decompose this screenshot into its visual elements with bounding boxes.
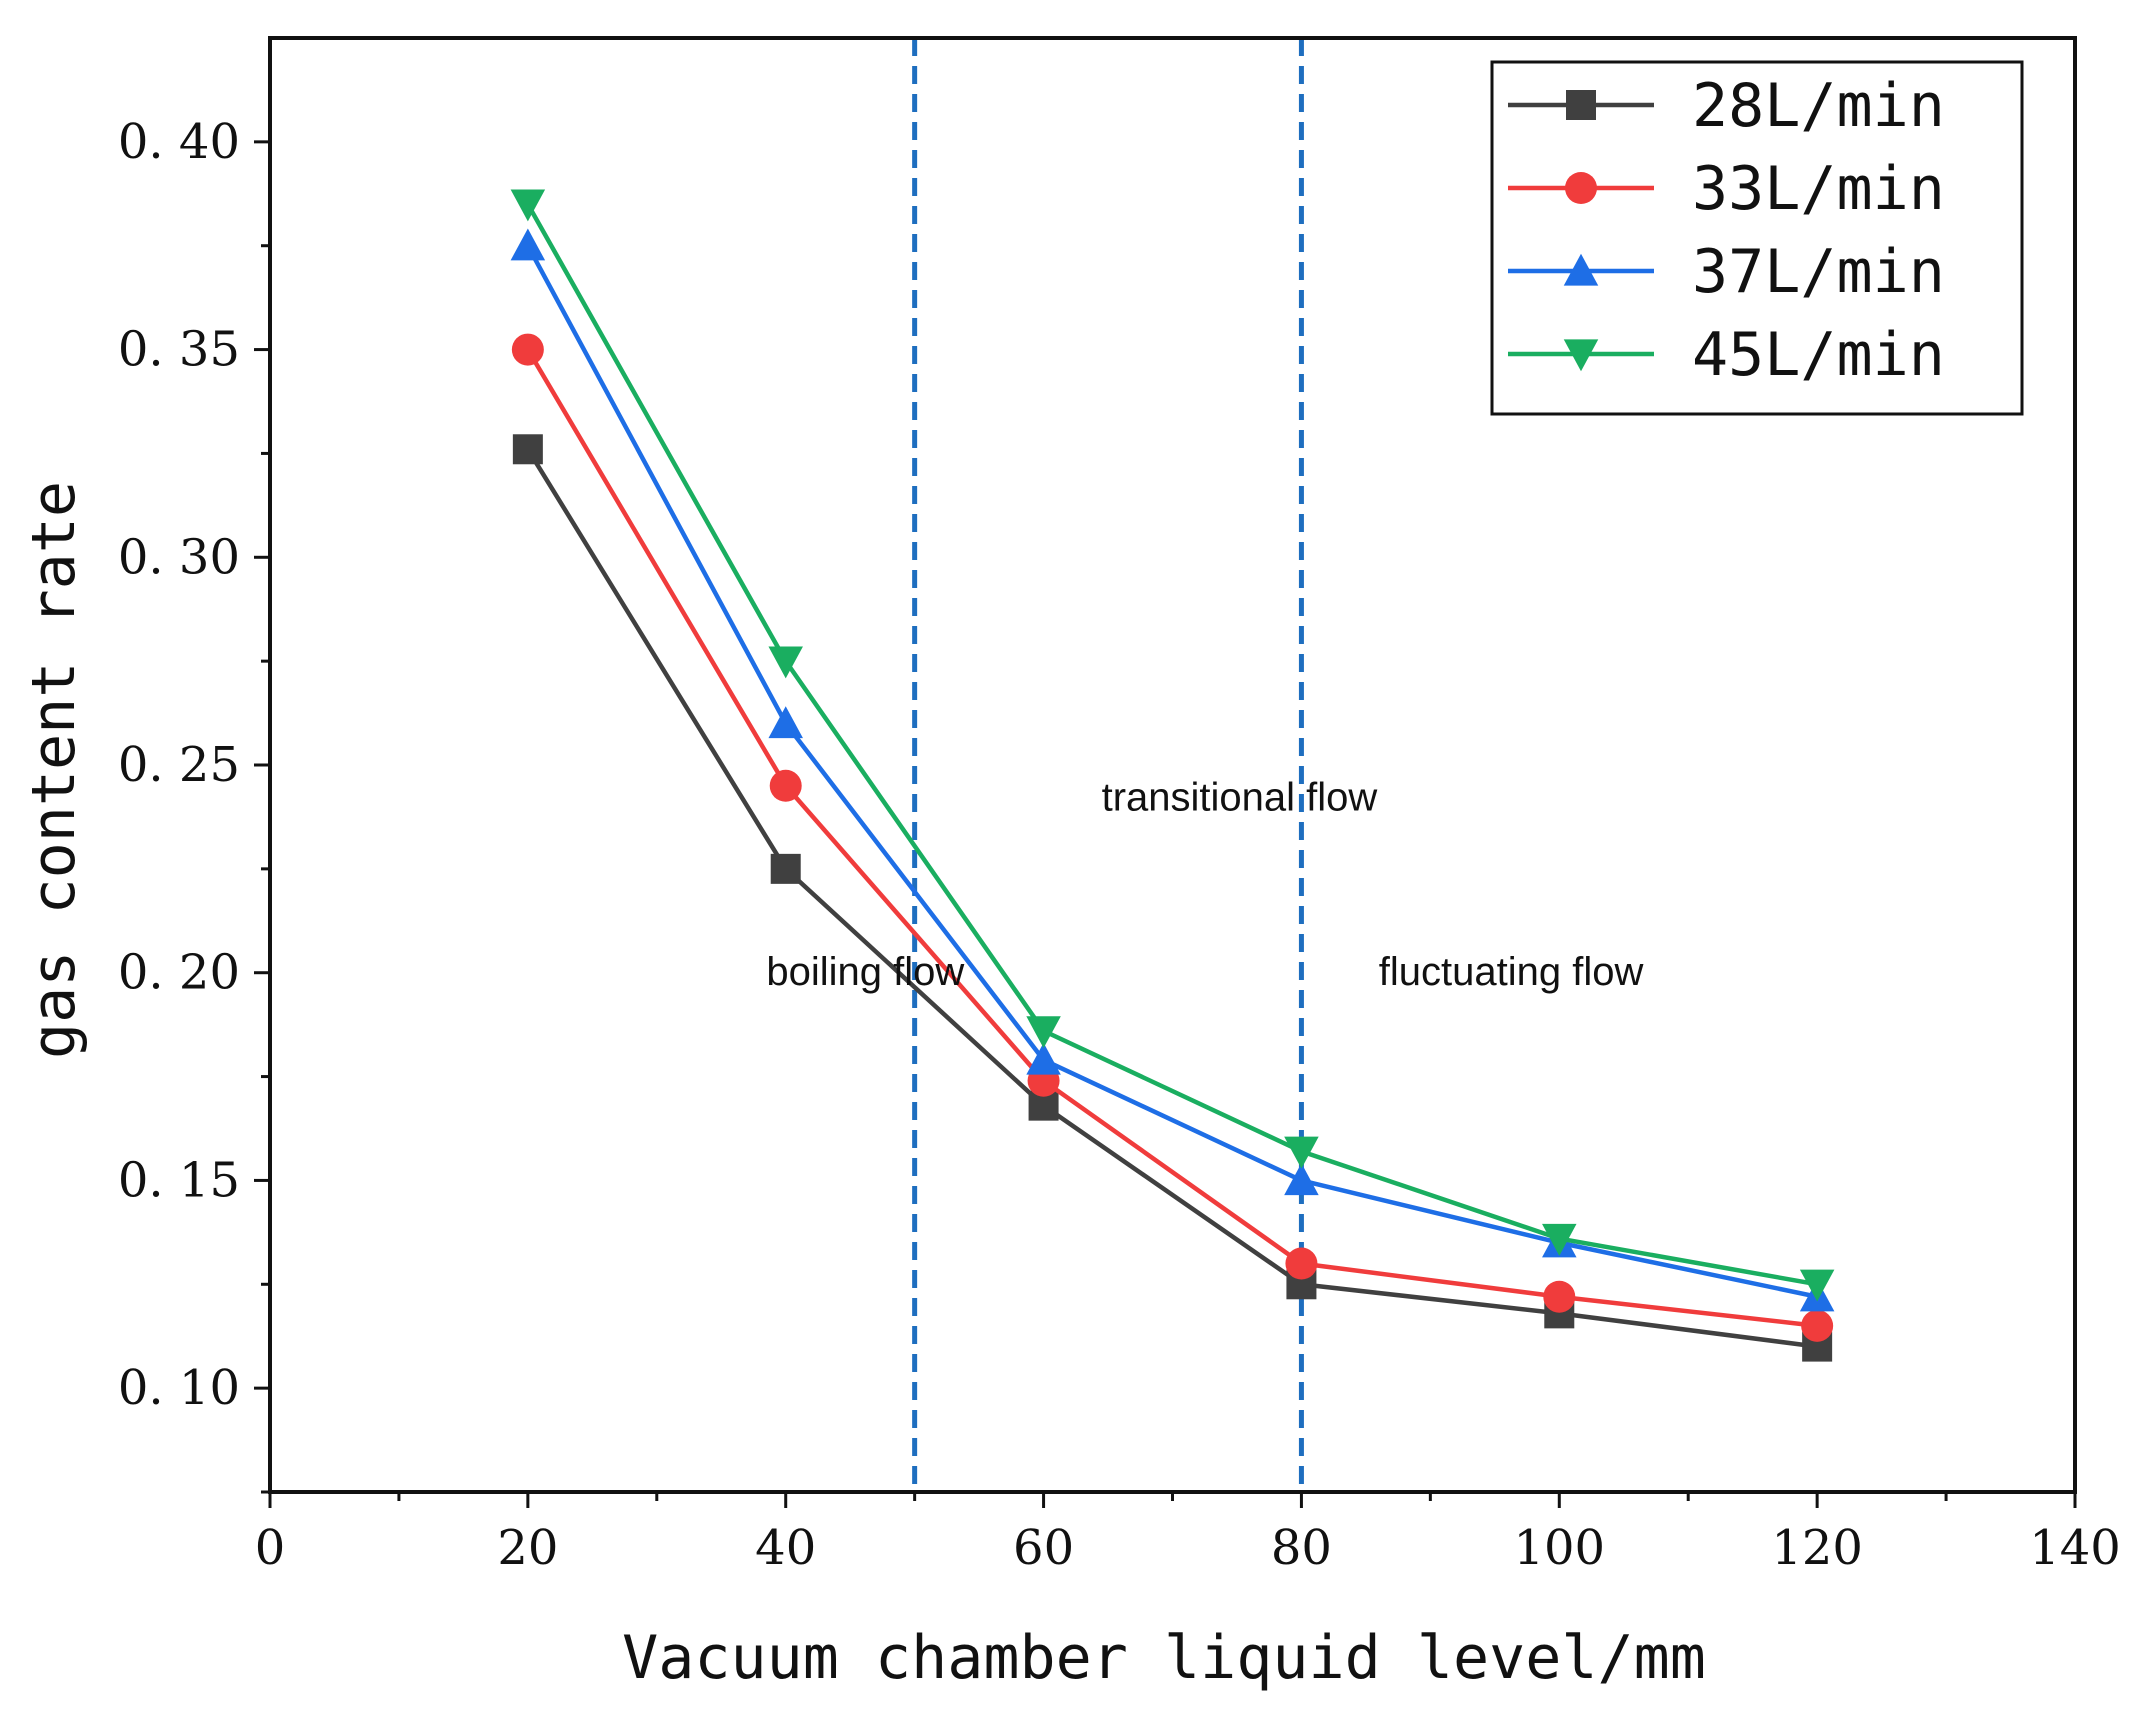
data-point-28L/min-20	[512, 434, 543, 465]
x-tick-label-40: 40	[755, 1520, 816, 1576]
data-point-33L/min-40	[769, 769, 802, 802]
data-point-45L/min-60	[1026, 1016, 1061, 1049]
x-tick-label-20: 20	[497, 1520, 558, 1576]
y-tick-label-4: 0. 30	[118, 529, 240, 585]
legend: 28L/min 33L/min 37L/min 45L/min	[1490, 60, 2024, 416]
annotation-2: fluctuating flow	[1379, 950, 1644, 994]
legend-label: 37L/min	[1692, 237, 1945, 307]
data-point-33L/min-80	[1285, 1247, 1318, 1280]
data-point-37L/min-20	[510, 228, 546, 261]
axes: 0 20 40 60 80 100 120 140 0. 10 0. 15 0. 20 0. 25 0.…	[118, 36, 2121, 1576]
region-dividers	[912, 38, 1304, 1492]
data-point-33L/min-20	[511, 333, 544, 366]
y-axis-title: gas content rate	[19, 481, 89, 1059]
series-line-33L/min	[525, 348, 1818, 1329]
legend-item-28L/min: 28L/min	[1508, 71, 1945, 141]
y-tick-label-2: 0. 20	[118, 945, 240, 1001]
region-annotations: boiling flow transitional flow fluctuating…	[766, 776, 1643, 994]
legend-label: 33L/min	[1692, 154, 1945, 224]
annotation-1: transitional flow	[1102, 776, 1378, 820]
x-axis-title: Vacuum chamber liquid level/mm	[622, 1623, 1706, 1693]
y-tick-label-6: 0. 40	[118, 114, 240, 170]
legend-label: 45L/min	[1692, 320, 1945, 390]
series-group	[510, 189, 1835, 1362]
series-37L/min	[510, 228, 1835, 1312]
legend-box	[1490, 60, 2024, 416]
legend-item-37L/min: 37L/min	[1508, 237, 1945, 307]
series-line-45L/min	[525, 203, 1818, 1287]
data-point-45L/min-20	[510, 189, 546, 222]
data-point-45L/min-100	[1542, 1223, 1577, 1256]
data-point-28L/min-40	[770, 853, 801, 884]
data-point-33L/min-120	[1801, 1309, 1834, 1342]
x-tick-label-140: 140	[2029, 1520, 2121, 1576]
x-tick-label-120: 120	[1771, 1520, 1863, 1576]
series-28L/min	[512, 434, 1833, 1362]
data-point-45L/min-120	[1799, 1269, 1835, 1302]
legend-marker-circle	[1565, 172, 1597, 204]
data-point-45L/min-80	[1284, 1136, 1319, 1169]
x-tick-label-0: 0	[255, 1520, 286, 1576]
x-tick-label-60: 60	[1013, 1520, 1074, 1576]
series-45L/min	[510, 189, 1835, 1302]
data-point-37L/min-60	[1026, 1042, 1061, 1075]
y-tick-label-3: 0. 25	[118, 737, 240, 793]
series-line-37L/min	[525, 244, 1818, 1299]
y-tick-label-0: 0. 10	[118, 1360, 240, 1416]
data-point-37L/min-80	[1284, 1163, 1319, 1196]
x-tick-label-100: 100	[1513, 1520, 1605, 1576]
legend-marker-triangle-up	[1563, 253, 1599, 286]
legend-item-45L/min: 45L/min	[1508, 320, 1945, 390]
y-tick-label-5: 0. 35	[118, 322, 240, 378]
series-33L/min	[511, 333, 1834, 1342]
legend-label: 28L/min	[1692, 71, 1945, 141]
legend-marker-square	[1566, 90, 1596, 120]
data-point-37L/min-40	[768, 706, 803, 739]
y-tick-label-1: 0. 15	[118, 1152, 240, 1208]
data-point-45L/min-40	[768, 646, 803, 679]
legend-marker-triangle-down	[1563, 339, 1599, 372]
legend-item-33L/min: 33L/min	[1508, 154, 1945, 224]
series-line-28L/min	[525, 448, 1818, 1349]
annotation-0: boiling flow	[766, 950, 964, 994]
x-tick-label-80: 80	[1271, 1520, 1332, 1576]
data-point-33L/min-100	[1543, 1280, 1576, 1313]
